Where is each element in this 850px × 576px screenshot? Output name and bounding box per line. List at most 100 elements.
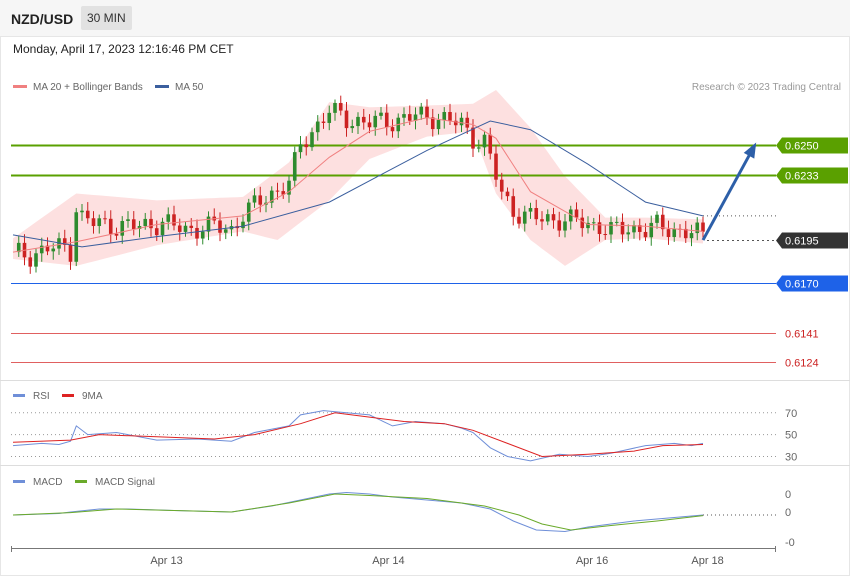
candle-body <box>436 120 441 130</box>
candle-body <box>252 195 257 203</box>
level-label-0.6170: 0.6170 <box>785 279 819 291</box>
macd-legend-swatch <box>13 480 25 483</box>
candle-body <box>568 209 573 222</box>
macd-tick-label: -0 <box>785 537 795 549</box>
candle-body <box>120 221 125 236</box>
x-tick-label: Apr 14 <box>372 555 404 567</box>
candle-body <box>91 218 96 227</box>
candle-body <box>361 116 366 123</box>
candle-body <box>154 228 159 236</box>
level-tag-0.6195 <box>776 232 848 249</box>
macd-legend-label: MACD <box>33 477 62 488</box>
forecast-arrow <box>701 144 757 241</box>
candle-body <box>327 112 332 123</box>
candle-body <box>482 134 487 148</box>
candle-body <box>632 225 636 233</box>
candle-body <box>591 222 596 224</box>
candle-body <box>195 227 199 239</box>
candle-body <box>206 216 211 232</box>
candle-body <box>367 122 372 128</box>
candle-body <box>131 219 136 229</box>
candle-body <box>200 231 205 239</box>
candle-body <box>620 221 625 235</box>
candle-body <box>126 219 130 222</box>
candle-body <box>85 210 90 219</box>
level-tag-0.6250 <box>776 137 848 154</box>
instrument-title: NZD/USD <box>11 11 74 27</box>
candle-body <box>384 112 389 128</box>
macd-line <box>12 491 704 533</box>
candle-body <box>419 106 424 115</box>
macd-tick-label: 0 <box>785 507 791 519</box>
candle-body <box>275 190 280 192</box>
candle-body <box>643 231 648 238</box>
candle-body <box>16 242 21 253</box>
candle-body <box>114 233 119 236</box>
macd-signal-legend-swatch <box>75 480 87 483</box>
candle-body <box>304 144 309 148</box>
candle-body <box>62 238 67 245</box>
candle-body <box>540 219 544 222</box>
candle-body <box>551 214 556 221</box>
candle-body <box>666 229 671 238</box>
ma50-legend-label: MA 50 <box>175 82 204 93</box>
candle-body <box>292 152 297 181</box>
title-bar: NZD/USD 30 MIN <box>0 0 850 36</box>
candle-body <box>580 217 585 229</box>
candle-body <box>350 126 355 129</box>
ma20-legend-swatch <box>13 85 27 88</box>
candle-body <box>356 116 360 127</box>
candle-body <box>45 245 50 252</box>
rsi9-legend-swatch <box>62 394 74 397</box>
candle-body <box>442 112 447 121</box>
candle-body <box>80 210 84 213</box>
candle-body <box>557 220 562 231</box>
candle-body <box>298 144 303 153</box>
level-label-0.6141: 0.6141 <box>785 329 819 341</box>
candle-body <box>310 132 314 148</box>
candle-body <box>660 214 665 230</box>
x-tick-label: Apr 16 <box>576 555 608 567</box>
candle-body <box>534 208 539 220</box>
candle-body <box>505 191 510 197</box>
candle-body <box>166 214 171 222</box>
candle-body <box>459 117 464 126</box>
candle-body <box>287 180 291 195</box>
candle-body <box>183 225 188 232</box>
level-tag-0.6233 <box>776 167 848 184</box>
ma50-legend-swatch <box>155 85 169 88</box>
candle-body <box>258 195 263 205</box>
candle-body <box>511 196 516 217</box>
rsi-line <box>12 410 704 462</box>
candle-body <box>614 221 619 223</box>
candle-body <box>338 102 343 111</box>
candle-body <box>241 221 245 229</box>
candle-body <box>269 190 274 203</box>
level-label-0.6195: 0.6195 <box>785 236 819 248</box>
ma20-line <box>12 117 704 253</box>
candle-body <box>545 214 550 222</box>
candle-body <box>281 191 286 195</box>
candle-body <box>597 222 602 235</box>
candle-body <box>103 218 107 220</box>
candle-body <box>413 114 418 121</box>
candle-body <box>528 208 533 212</box>
level-label-0.6233: 0.6233 <box>785 171 819 183</box>
candle-body <box>603 234 608 236</box>
candle-body <box>51 248 56 252</box>
x-tick-label: Apr 13 <box>150 555 182 567</box>
timeframe-button[interactable]: 30 MIN <box>81 6 132 30</box>
candle-body <box>246 202 251 222</box>
x-tick-label: Apr 18 <box>691 555 723 567</box>
candle-body <box>149 218 153 229</box>
candle-body <box>379 112 383 116</box>
rsi-tick-label: 50 <box>785 430 797 442</box>
candle-body <box>471 127 475 149</box>
macd-signal-legend-label: MACD Signal <box>95 477 155 488</box>
candle-body <box>499 179 504 192</box>
candle-body <box>517 216 521 224</box>
candle-body <box>695 222 700 234</box>
candle-body <box>97 218 102 227</box>
rsi-9ma-line <box>12 412 704 458</box>
